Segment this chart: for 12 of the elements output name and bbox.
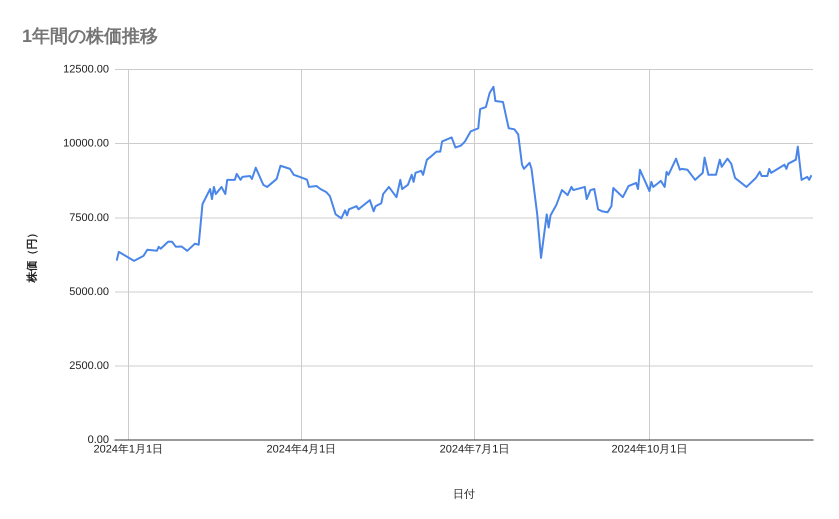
- x-tick-label: 2024年10月1日: [612, 444, 688, 456]
- y-axis-title: 株価（円）: [26, 227, 39, 284]
- y-tick-label: 12500.00: [63, 64, 109, 76]
- x-axis-title: 日付: [453, 488, 475, 500]
- y-tick-label: 2500.00: [69, 360, 109, 372]
- y-tick-label: 10000.00: [63, 138, 109, 150]
- y-tick-label: 7500.00: [69, 212, 109, 224]
- x-tick-label: 2024年4月1日: [266, 444, 336, 456]
- x-tick-label: 2024年1月1日: [93, 444, 164, 456]
- chart-title: 1年間の株価推移: [22, 26, 158, 46]
- y-tick-label: 5000.00: [69, 286, 109, 298]
- x-tick-label: 2024年7月1日: [440, 444, 510, 456]
